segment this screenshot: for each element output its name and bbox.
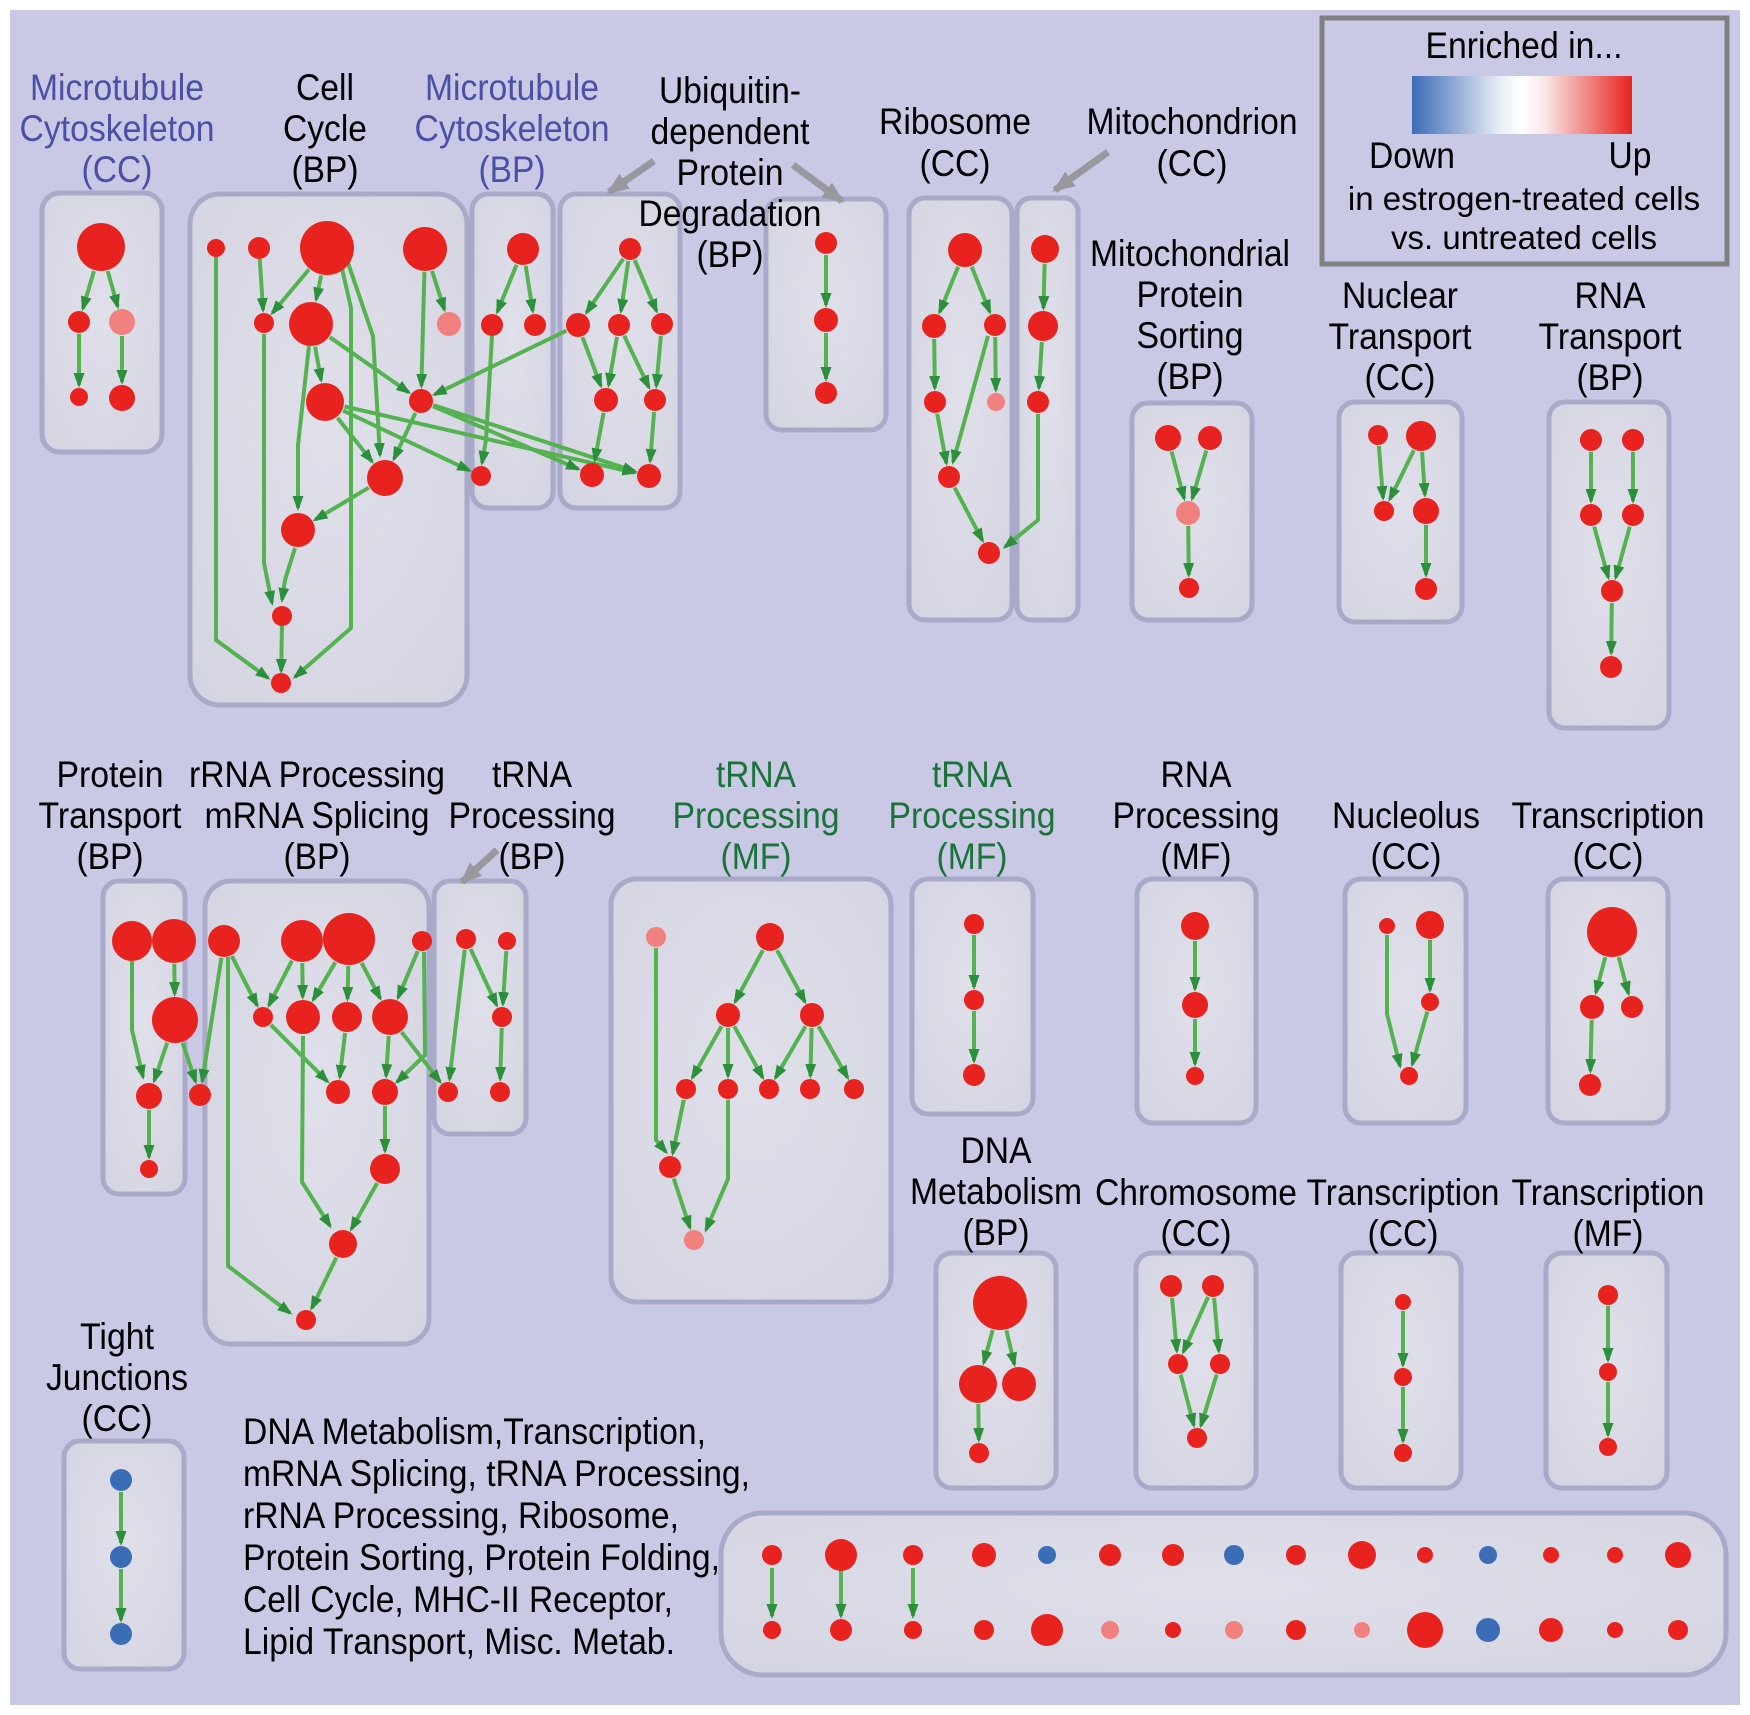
svg-text:DNA Metabolism,Transcription,: DNA Metabolism,Transcription, [243,1411,706,1452]
svg-text:(CC): (CC) [1157,143,1228,184]
svg-text:(MF): (MF) [1573,1213,1644,1254]
svg-text:(MF): (MF) [1161,836,1232,877]
svg-text:Processing: Processing [673,795,840,836]
svg-text:Microtubule: Microtubule [30,67,204,108]
svg-text:Protein: Protein [677,152,784,193]
svg-text:(CC): (CC) [1573,836,1644,877]
svg-text:mRNA Splicing, tRNA Processing: mRNA Splicing, tRNA Processing, [243,1453,750,1494]
svg-text:Chromosome: Chromosome [1095,1172,1297,1213]
svg-text:Processing: Processing [889,795,1056,836]
svg-text:Enriched in...: Enriched in... [1426,25,1623,66]
svg-text:Cytoskeleton: Cytoskeleton [415,108,610,149]
svg-text:(CC): (CC) [920,143,991,184]
svg-text:Up: Up [1609,135,1652,176]
svg-text:Transport: Transport [39,795,183,836]
svg-text:RNA: RNA [1161,754,1232,795]
svg-text:Mitochondrion: Mitochondrion [1087,101,1298,142]
svg-text:Microtubule: Microtubule [425,67,599,108]
svg-text:Protein: Protein [57,754,164,795]
svg-text:tRNA: tRNA [932,754,1012,795]
svg-text:Transcription: Transcription [1512,1172,1705,1213]
svg-text:rRNA Processing, Ribosome,: rRNA Processing, Ribosome, [243,1495,679,1536]
svg-text:(BP): (BP) [963,1212,1030,1253]
svg-text:Lipid Transport, Misc. Metab.: Lipid Transport, Misc. Metab. [243,1621,675,1662]
svg-text:dependent: dependent [651,111,811,152]
svg-text:tRNA: tRNA [716,754,796,795]
svg-text:(BP): (BP) [479,149,546,190]
svg-text:Transcription: Transcription [1512,795,1705,836]
svg-text:Transport: Transport [1329,316,1473,357]
svg-text:Cytoskeleton: Cytoskeleton [20,108,215,149]
svg-text:Nuclear: Nuclear [1342,275,1458,316]
svg-text:RNA: RNA [1575,275,1646,316]
svg-text:DNA: DNA [961,1130,1032,1171]
svg-text:(CC): (CC) [82,1398,153,1439]
svg-text:Nucleolus: Nucleolus [1332,795,1480,836]
svg-text:Sorting: Sorting [1137,315,1244,356]
svg-text:Ribosome: Ribosome [879,101,1031,142]
svg-text:(BP): (BP) [292,149,359,190]
svg-text:Processing: Processing [449,795,616,836]
svg-text:(CC): (CC) [1161,1213,1232,1254]
svg-text:(BP): (BP) [77,836,144,877]
svg-text:Tight: Tight [80,1316,155,1357]
svg-text:(BP): (BP) [499,836,566,877]
svg-text:Processing: Processing [1113,795,1280,836]
svg-text:mRNA Splicing: mRNA Splicing [205,795,430,836]
svg-text:(MF): (MF) [937,836,1008,877]
svg-text:in estrogen-treated cells: in estrogen-treated cells [1348,180,1700,217]
svg-text:tRNA: tRNA [492,754,572,795]
svg-text:Junctions: Junctions [46,1357,188,1398]
svg-text:Cell Cycle, MHC-II Receptor,: Cell Cycle, MHC-II Receptor, [243,1579,673,1620]
svg-text:Metabolism: Metabolism [910,1171,1082,1212]
svg-text:Protein: Protein [1137,274,1244,315]
svg-text:(CC): (CC) [82,149,153,190]
svg-text:(BP): (BP) [1577,357,1644,398]
svg-text:Transport: Transport [1539,316,1683,357]
svg-text:(CC): (CC) [1371,836,1442,877]
svg-text:(MF): (MF) [721,836,792,877]
svg-text:(CC): (CC) [1368,1213,1439,1254]
svg-text:Protein Sorting, Protein Foldi: Protein Sorting, Protein Folding, [243,1537,720,1578]
svg-text:Degradation: Degradation [639,193,822,234]
svg-text:Ubiquitin-: Ubiquitin- [659,70,801,111]
svg-text:vs. untreated cells: vs. untreated cells [1391,219,1657,256]
svg-text:Cycle: Cycle [283,108,367,149]
svg-text:rRNA Processing: rRNA Processing [189,754,445,795]
svg-text:Transcription: Transcription [1307,1172,1500,1213]
svg-text:(CC): (CC) [1365,357,1436,398]
svg-text:(BP): (BP) [284,836,351,877]
svg-text:(BP): (BP) [1157,356,1224,397]
svg-text:Down: Down [1369,135,1455,176]
svg-text:Mitochondrial: Mitochondrial [1090,233,1290,274]
svg-text:Cell: Cell [296,67,354,108]
svg-text:(BP): (BP) [697,234,764,275]
